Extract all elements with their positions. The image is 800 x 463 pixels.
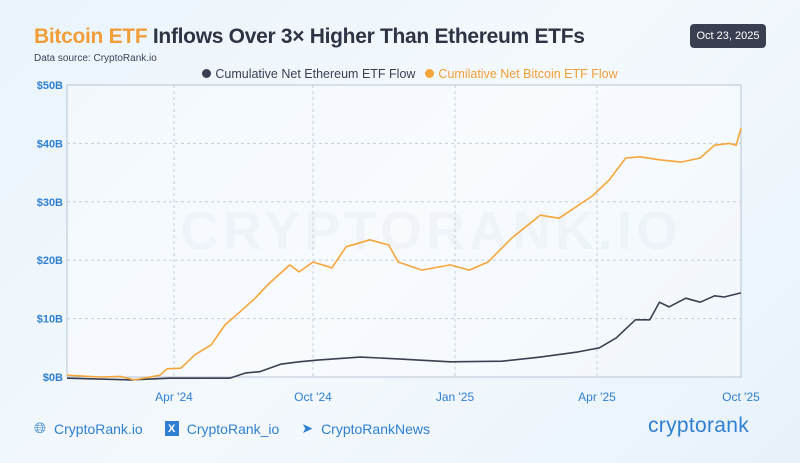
x-link[interactable]: X CryptoRank_io [164,420,280,437]
telegram-label: CryptoRankNews [321,420,430,437]
globe-icon: 🌐︎ [34,420,47,437]
cryptorank-logo: cryptorank [648,414,750,437]
x-tick-label: Apr '25 [578,390,616,404]
x-tick-label: Oct '25 [722,390,760,404]
y-tick-label: $0B [43,372,63,384]
y-tick-label: $50B [37,80,63,92]
website-link[interactable]: 🌐︎ CryptoRank.io [34,420,143,437]
data-source: Data source: CryptoRank.io [34,53,157,64]
eth-dot-icon [202,69,212,78]
btc-flow-line [66,127,742,381]
legend-eth: Cumulative Net Ethereum ETF Flow [202,67,415,81]
telegram-icon: ➤ [301,420,314,436]
website-label: CryptoRank.io [54,420,143,437]
y-tick-label: $30B [37,197,63,209]
date-badge: Oct 23, 2025 [690,24,766,48]
page-title: Bitcoin ETF Inflows Over 3× Higher Than … [34,25,585,49]
plot-area [66,84,742,378]
title-highlight: Bitcoin ETF [34,25,148,48]
footer: 🌐︎ CryptoRank.io X CryptoRank_io ➤ CryptoRa… [34,420,430,437]
watermark: CRYPTORANK.IO [180,200,682,262]
telegram-link[interactable]: ➤ CryptoRankNews [301,420,430,437]
x-tick-label: Oct '24 [294,390,332,404]
y-tick-label: $40B [37,138,63,150]
btc-dot-icon [425,69,435,78]
x-tick-label: Apr '24 [155,390,193,404]
legend-btc: Cumilative Net Bitcoin ETF Flow [425,67,618,81]
title-rest: Inflows Over 3× Higher Than Ethereum ETF… [147,25,585,48]
x-label: CryptoRank_io [186,420,280,437]
legend: Cumulative Net Ethereum ETF Flow Cumilat… [10,67,800,81]
eth-flow-line [66,292,742,381]
x-tick-label: Jan '25 [436,390,475,404]
y-tick-label: $20B [37,255,63,267]
legend-btc-label: Cumilative Net Bitcoin ETF Flow [438,67,618,81]
x-icon: X [164,421,179,436]
legend-eth-label: Cumulative Net Ethereum ETF Flow [215,67,416,81]
y-tick-label: $10B [37,314,63,326]
